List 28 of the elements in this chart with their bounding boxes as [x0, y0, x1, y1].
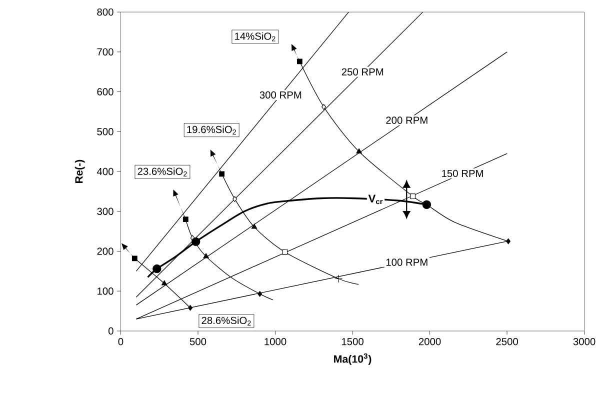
y-tick-label: 200: [97, 247, 114, 255]
y-tick-label: 600: [97, 88, 114, 96]
y-tick-label: 700: [97, 48, 114, 56]
y-tick-label: 100: [98, 287, 114, 295]
series-label: 200 RPM: [386, 116, 428, 124]
series-label: 28.6%SiO$_{2}$: [202, 316, 251, 326]
x-tick-label: 3000: [573, 338, 596, 346]
x-tick-label: 2000: [418, 338, 441, 346]
x-tick-label: 0: [118, 338, 124, 346]
x-tick-label: 2500: [496, 338, 518, 346]
text: 19.6%SiO$_{2}$: [187, 125, 236, 134]
y-tick-label: 500: [97, 128, 114, 136]
legend-label: V$_{cr}$: [368, 194, 383, 204]
series-label: 250 RPM: [342, 68, 384, 76]
series-label: 100 RPM: [386, 258, 428, 266]
text: 23.6%SiO$_{2}$: [138, 167, 187, 176]
y-tick-label: 400: [96, 168, 114, 175]
text: 14%SiO$_{2}$: [235, 32, 276, 42]
x-tick-label: 1500: [342, 338, 364, 346]
series-label: 150 RPM: [442, 170, 483, 177]
y-axis-title: Re(-): [74, 160, 85, 183]
y-tick-label: 0: [108, 327, 114, 334]
series-label: 300 RPM: [260, 91, 302, 98]
x-tick-label: 1000: [264, 338, 286, 346]
y-tick-label: 300: [97, 208, 114, 215]
x-axis-title: Ma(10$^{3}$): [334, 353, 372, 365]
y-tick-label: 800: [97, 8, 114, 16]
x-tick-label: 500: [190, 338, 206, 346]
